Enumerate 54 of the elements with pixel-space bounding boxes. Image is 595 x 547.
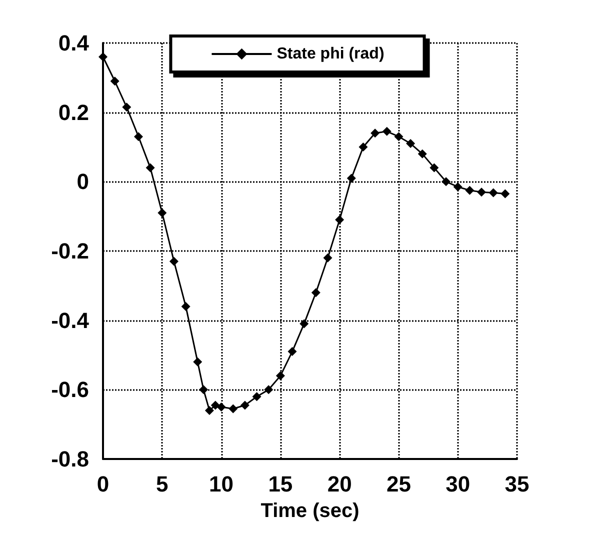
point	[264, 385, 274, 394]
point	[465, 186, 474, 195]
point	[477, 188, 486, 197]
point	[169, 256, 178, 266]
point	[110, 76, 120, 86]
point	[228, 404, 238, 414]
point	[442, 177, 451, 186]
y-tick-label: 0.4	[58, 30, 90, 56]
y-tick-label: -0.8	[51, 446, 89, 472]
point	[193, 357, 202, 366]
point	[252, 392, 262, 402]
x-tick-label: 15	[268, 472, 293, 496]
y-tick-label: -0.4	[51, 308, 90, 333]
x-tick-label: 30	[446, 472, 470, 496]
point	[453, 182, 462, 192]
point	[358, 142, 368, 152]
point	[346, 174, 356, 183]
x-tick-label: 20	[327, 472, 352, 496]
point	[394, 132, 404, 142]
point	[300, 319, 309, 328]
x-tick-label: 0	[96, 472, 110, 496]
point	[311, 288, 320, 298]
x-axis-title: Time (sec)	[260, 500, 360, 522]
point	[430, 163, 439, 172]
point	[158, 208, 167, 218]
point	[276, 371, 285, 380]
point	[216, 402, 226, 412]
legend-label: State phi (rad)	[276, 46, 384, 62]
y-tick-label: -0.2	[51, 238, 89, 264]
point	[335, 215, 344, 224]
point	[181, 302, 190, 311]
point	[210, 400, 220, 410]
point	[488, 188, 498, 198]
point	[122, 102, 132, 112]
x-tick-label: 5	[156, 472, 168, 496]
x-tick-label: 10	[209, 472, 234, 496]
point	[418, 149, 427, 158]
point	[146, 163, 155, 172]
point	[98, 52, 108, 62]
point	[406, 139, 416, 148]
point	[500, 189, 510, 198]
point	[323, 253, 332, 262]
x-tick-label: 35	[504, 472, 530, 496]
y-tick-label: -0.6	[51, 377, 89, 402]
point	[370, 128, 380, 138]
y-tick-label: 0	[76, 169, 89, 194]
point	[134, 132, 143, 142]
point	[204, 406, 214, 415]
y-tick-label: 0.2	[58, 100, 89, 125]
point	[240, 400, 250, 410]
point	[288, 347, 297, 356]
point	[382, 126, 392, 136]
x-tick-label: 25	[386, 472, 411, 496]
point	[199, 385, 208, 394]
